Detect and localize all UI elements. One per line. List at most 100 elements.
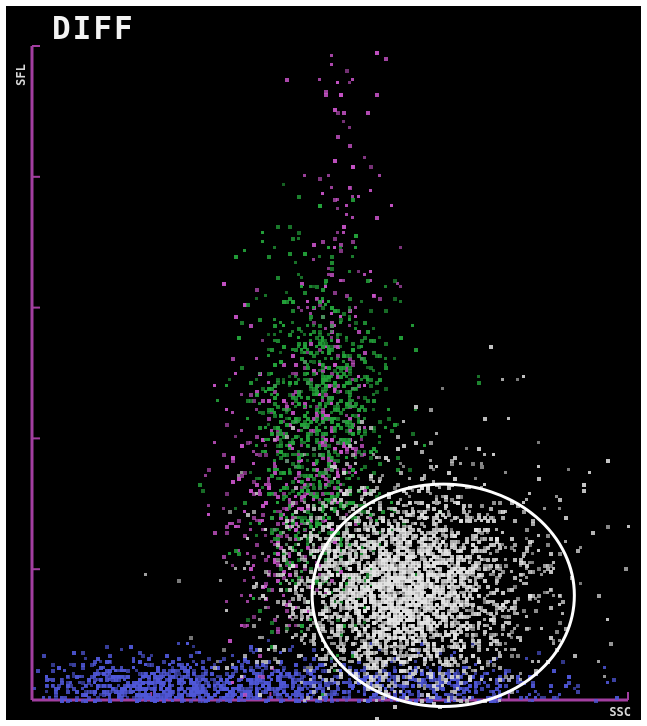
data-point (324, 378, 328, 382)
data-point (99, 660, 102, 663)
data-point (351, 426, 354, 429)
data-point (267, 699, 270, 702)
data-point (384, 687, 387, 690)
data-point (429, 657, 433, 661)
data-point (489, 507, 493, 511)
data-point (351, 405, 354, 408)
data-point (477, 516, 481, 520)
data-point (396, 282, 399, 285)
data-point (234, 549, 238, 553)
data-point (498, 546, 502, 550)
data-point (495, 606, 499, 610)
data-point (351, 348, 355, 352)
data-point (303, 252, 307, 256)
data-point (288, 252, 292, 256)
data-point (432, 663, 435, 666)
data-point (348, 399, 351, 402)
data-point (411, 669, 414, 672)
data-point (273, 558, 276, 561)
data-point (309, 549, 313, 553)
data-point (360, 588, 364, 592)
data-point (405, 546, 409, 550)
data-point (372, 408, 375, 411)
data-point (324, 561, 327, 564)
data-point (489, 573, 492, 576)
data-point (336, 600, 340, 604)
data-point (312, 360, 316, 364)
data-point (255, 492, 258, 495)
data-point (303, 420, 307, 424)
data-point (363, 585, 367, 589)
data-point (138, 693, 142, 697)
data-point (402, 573, 405, 576)
data-point (153, 699, 157, 703)
data-point (363, 564, 366, 567)
data-point (363, 591, 367, 595)
data-point (384, 642, 387, 645)
data-point (261, 690, 265, 694)
data-point (417, 684, 421, 688)
data-point (381, 588, 385, 592)
data-point (336, 408, 340, 412)
data-point (159, 693, 162, 696)
data-point (489, 627, 492, 630)
data-point (459, 657, 462, 660)
data-point (363, 543, 367, 547)
data-point (384, 366, 388, 370)
data-point (207, 681, 210, 684)
data-point (378, 624, 382, 628)
data-point (339, 555, 343, 559)
data-point (276, 564, 279, 567)
data-point (447, 597, 451, 601)
data-point (144, 690, 147, 693)
data-point (318, 453, 322, 457)
data-point (183, 666, 187, 670)
data-point (489, 537, 493, 541)
data-point (465, 660, 468, 663)
data-point (321, 375, 325, 379)
data-point (354, 456, 357, 459)
data-point (489, 567, 492, 570)
data-point (366, 330, 370, 334)
data-point (327, 651, 331, 655)
data-point (330, 549, 333, 552)
data-point (294, 693, 298, 697)
data-point (288, 519, 291, 522)
data-point (279, 672, 283, 676)
data-point (465, 615, 469, 619)
data-point (258, 678, 262, 682)
data-point (438, 669, 441, 672)
data-point (468, 684, 472, 688)
data-point (393, 423, 397, 427)
data-point (198, 483, 202, 487)
data-point (336, 459, 340, 463)
data-point (312, 543, 315, 546)
data-point (138, 699, 141, 702)
data-point (453, 618, 457, 622)
data-point (450, 678, 453, 681)
data-point (291, 546, 294, 549)
data-point (546, 564, 549, 567)
data-point (324, 384, 328, 388)
data-point (291, 564, 295, 568)
data-point (384, 615, 387, 618)
data-point (402, 600, 406, 604)
data-point (489, 600, 492, 603)
data-point (423, 642, 426, 645)
data-point (351, 378, 354, 381)
data-point (252, 399, 256, 403)
data-point (345, 69, 349, 73)
data-point (324, 558, 328, 562)
data-point (516, 624, 519, 627)
data-point (429, 621, 433, 625)
data-point (363, 156, 366, 159)
data-point (297, 690, 300, 693)
data-point (390, 429, 394, 433)
data-point (231, 675, 234, 678)
data-point (252, 696, 256, 700)
data-point (273, 618, 277, 622)
data-point (408, 636, 411, 639)
data-point (345, 366, 348, 369)
data-point (333, 237, 337, 241)
data-point (465, 447, 468, 450)
